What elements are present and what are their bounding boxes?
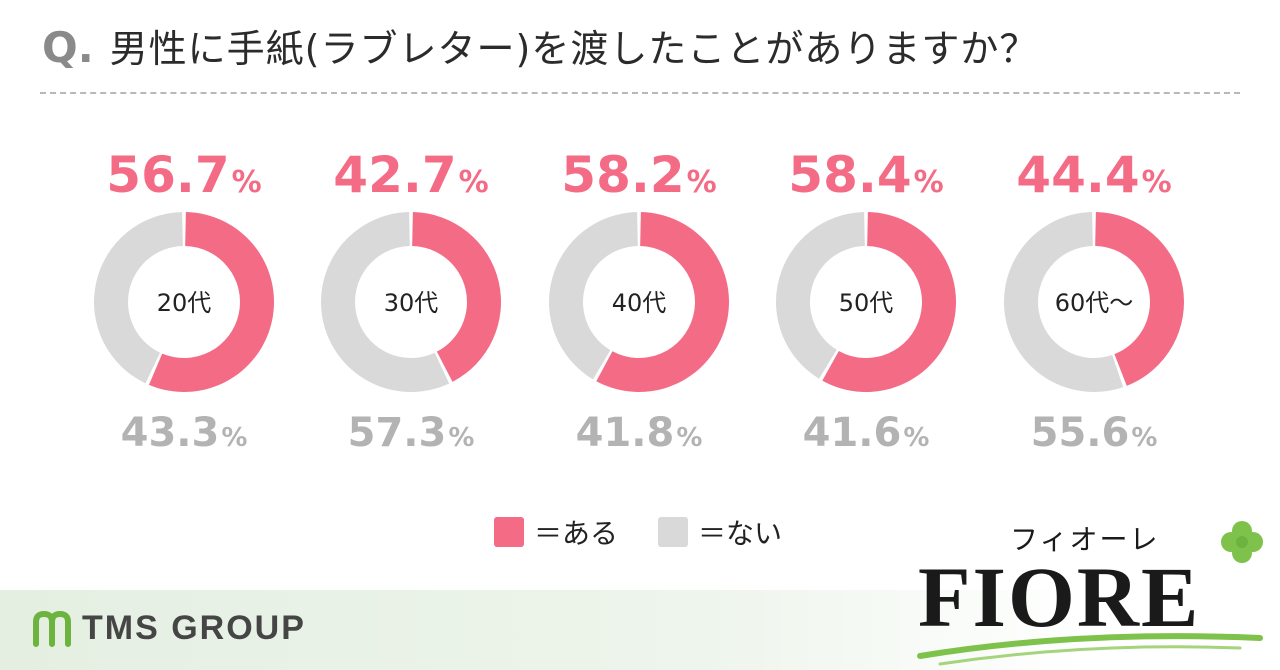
donut-2: 40代 58.2% 41.8% [548, 146, 730, 456]
fiore-logo: FIORE [917, 521, 1263, 666]
slice-no-2 [548, 212, 638, 380]
header-divider [40, 92, 1240, 94]
slice-yes-1 [412, 212, 501, 382]
question-text: 男性に手紙(ラブレター)を渡したことがありますか？ [109, 27, 1039, 71]
tms-group-text: TMS GROUP [82, 608, 306, 647]
donut-1: 30代 42.7% 57.3% [321, 146, 501, 456]
yes-label-1: 42.7% [333, 146, 488, 204]
legend-item-yes: ＝ある [494, 512, 618, 552]
legend-swatch-yes [494, 517, 524, 547]
no-label-3: 41.6% [803, 410, 930, 456]
slice-yes-0 [148, 212, 274, 392]
fiore-kana: フィオーレ [1010, 523, 1160, 556]
legend-item-no: ＝ない [658, 512, 782, 552]
tms-leaf-icon [33, 610, 71, 647]
donut-charts: 20代 56.7% 43.3% 30代 42.7% 57.3% 40代 58.2% 41.8% 5… [93, 146, 1184, 456]
footer-band [0, 590, 1280, 670]
slice-yes-3 [822, 212, 956, 392]
age-label-2: 40代 [612, 289, 667, 317]
legend: ＝ある ＝ない [0, 512, 1280, 552]
no-label-1: 57.3% [348, 410, 475, 456]
tms-group-logo: TMS GROUP [32, 608, 306, 648]
no-label-0: 43.3% [121, 410, 248, 456]
slice-yes-4 [1095, 212, 1184, 386]
donut-4: 60代〜 44.4% 55.6% [1004, 146, 1184, 456]
no-label-4: 55.6% [1031, 410, 1158, 456]
question-header: Q. 男性に手紙(ラブレター)を渡したことがありますか？ [42, 18, 1038, 82]
slice-no-4 [1004, 212, 1124, 392]
slice-no-0 [93, 212, 183, 384]
legend-label-no: ＝ない [698, 517, 783, 550]
slice-yes-2 [596, 212, 730, 392]
donut-3: 50代 58.4% 41.6% [776, 146, 956, 456]
question-mark: Q. [42, 23, 94, 72]
yes-label-2: 58.2% [561, 146, 716, 204]
legend-swatch-no [658, 517, 688, 547]
donut-charts-area: 20代 56.7% 43.3% 30代 42.7% 57.3% 40代 58.2% 41.8% 5… [0, 140, 1280, 460]
no-label-2: 41.8% [576, 410, 703, 456]
age-label-1: 30代 [384, 289, 439, 317]
age-label-3: 50代 [839, 289, 894, 317]
age-label-0: 20代 [157, 289, 212, 317]
yes-label-4: 44.4% [1016, 146, 1171, 204]
slice-no-1 [321, 212, 450, 392]
yes-label-0: 56.7% [106, 146, 261, 204]
svg-text:FIORE: FIORE [918, 549, 1200, 645]
clover-icon [1221, 521, 1263, 563]
donut-0: 20代 56.7% 43.3% [93, 146, 274, 456]
yes-label-3: 58.4% [788, 146, 943, 204]
legend-label-yes: ＝ある [534, 517, 619, 550]
age-label-4: 60代〜 [1055, 289, 1134, 317]
slice-no-3 [776, 212, 865, 379]
